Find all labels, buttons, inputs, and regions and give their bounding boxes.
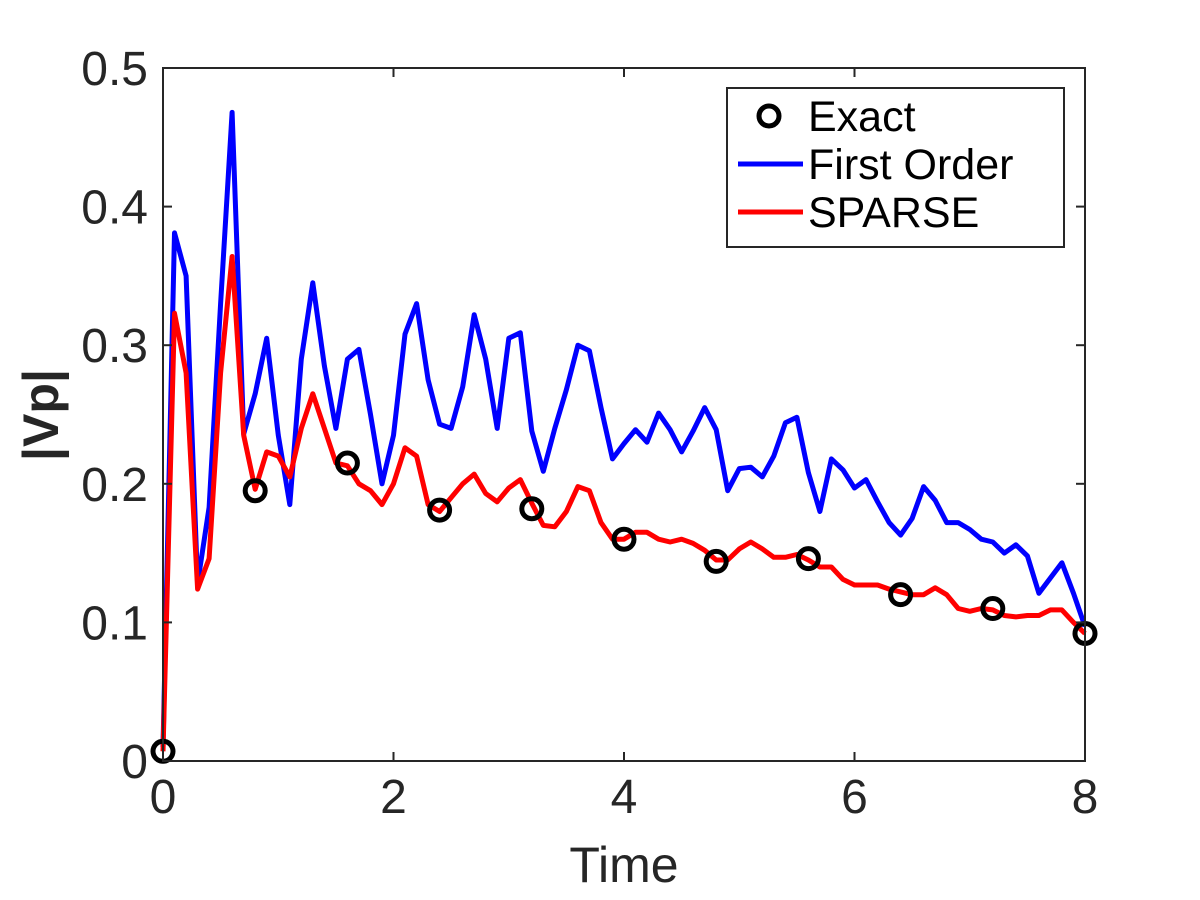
data-point-exact [703, 548, 729, 574]
data-point-exact [980, 596, 1006, 622]
x-tick-label: 6 [841, 771, 868, 824]
legend-exact-label: Exact [808, 93, 916, 141]
x-tick-label: 4 [611, 771, 638, 824]
legend: Exact First Order SPARSE [726, 87, 1065, 248]
legend-exact-marker [756, 103, 782, 129]
data-point-exact [611, 526, 637, 552]
legend-first-order-label: First Order [808, 141, 1013, 189]
data-point-exact [888, 582, 914, 608]
y-tick-label: 0.1 [81, 597, 148, 650]
series-layer [150, 109, 1098, 764]
y-tick-label: 0.3 [81, 320, 148, 373]
data-point-exact [427, 497, 453, 523]
x-tick-label: 2 [380, 771, 407, 824]
legend-sparse-label: SPARSE [808, 189, 979, 237]
y-tick-label: 0.2 [81, 459, 148, 512]
data-point-exact [242, 478, 268, 504]
x-tick-label: 8 [1072, 771, 1099, 824]
series-line-first-order [160, 109, 1088, 748]
y-tick-label: 0 [121, 736, 148, 789]
y-tick-label: 0.5 [81, 43, 148, 96]
legend-box [726, 87, 1065, 248]
x-tick-label: 0 [150, 771, 177, 824]
data-point-exact [795, 546, 821, 572]
data-point-exact [334, 450, 360, 476]
data-point-exact [519, 496, 545, 522]
tick-layer: 0 2 4 6 8 0 0.1 0.2 0.3 0.4 0.5 [81, 43, 1098, 824]
y-axis-label: |Vp| [13, 369, 70, 461]
series-line-sparse [160, 254, 1087, 752]
y-tick-label: 0.4 [81, 182, 148, 235]
x-axis-label: Time [569, 837, 678, 893]
